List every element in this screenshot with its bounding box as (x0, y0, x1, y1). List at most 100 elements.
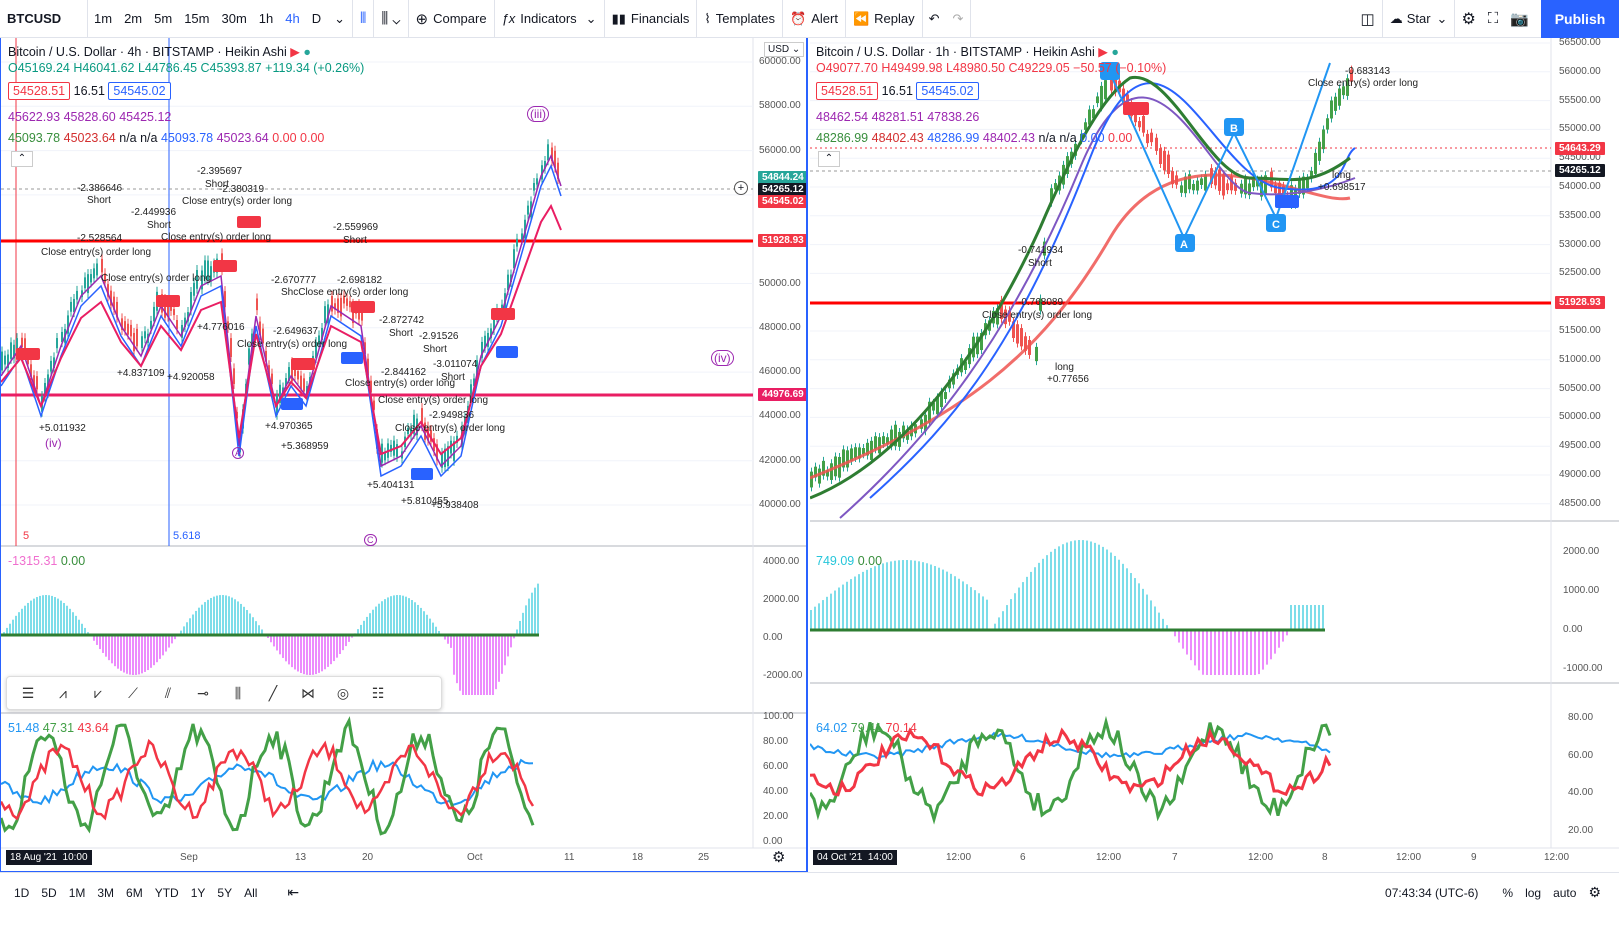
auto-toggle[interactable]: auto (1553, 885, 1577, 900)
ma-line-blue (869, 82, 1356, 499)
timeframe-4h[interactable]: 4h (285, 11, 300, 26)
candle-body (1024, 336, 1027, 351)
timeframe-1h[interactable]: 1h (258, 11, 274, 26)
currency-selector[interactable]: USD ⌄ (764, 42, 805, 57)
macd-bar (1258, 630, 1260, 675)
financials-button[interactable]: ▮▮ Financials (605, 0, 698, 38)
timeframe-2m[interactable]: 2m (124, 11, 143, 26)
left-chart[interactable]: Bitcoin / U.S. Dollar · 4h · BITSTAMP · … (0, 38, 808, 872)
macd-axis-tick: 4000.00 (763, 556, 800, 567)
bars-icon: ⫴ (360, 10, 367, 27)
macd-bar (291, 635, 293, 668)
parallel-channel-tool-icon[interactable]: ⫽ (164, 685, 172, 701)
macd-bar (186, 622, 188, 635)
collapse-legend-button[interactable]: ⌃ (11, 151, 33, 167)
range-5d[interactable]: 5D (41, 885, 57, 900)
range-1m[interactable]: 1M (68, 885, 86, 900)
collapse-legend-button[interactable]: ⌃ (818, 151, 840, 167)
range-1d[interactable]: 1D (14, 885, 30, 900)
range-5y[interactable]: 5Y (217, 885, 233, 900)
time-axis-tick: Oct (467, 852, 483, 863)
candle-body (262, 328, 264, 344)
right-ask-box[interactable]: 54545.02 (916, 82, 979, 100)
indicators-button[interactable]: ƒx Indicators ⌄ (495, 0, 605, 38)
candle-body (1016, 324, 1019, 344)
macd-bar (318, 635, 320, 673)
range-ytd[interactable]: YTD (154, 885, 179, 900)
symbol-search[interactable]: BTCUSD (0, 0, 88, 38)
elliott-wave-abc-tool-icon[interactable]: ⩗ (94, 685, 102, 701)
left-ask-box[interactable]: 54545.02 (108, 82, 171, 100)
status-dot-icon: ● (303, 45, 311, 59)
chart-type-bars-button[interactable]: ⫴ (353, 0, 375, 38)
fib-retracement-tool-icon[interactable]: ⫼ (234, 685, 242, 701)
settings-button[interactable]: ⚙ (1455, 0, 1481, 38)
gann-tool-icon[interactable]: ◎ (336, 685, 350, 701)
line-tool-icon[interactable]: ╱ (268, 685, 278, 701)
replay-button[interactable]: ⏪ Replay (846, 0, 923, 38)
range-all[interactable]: All (244, 885, 258, 900)
macd-bar (966, 584, 968, 630)
more-tools-icon[interactable]: ☷ (371, 685, 385, 701)
price-label-red-line: 51928.93 (1555, 296, 1605, 309)
log-toggle[interactable]: log (1525, 885, 1542, 900)
percent-toggle[interactable]: % (1502, 885, 1514, 900)
candle-body (1252, 178, 1255, 188)
buy-signal-marker (341, 352, 363, 364)
strategy-annotation: -2.698182 (337, 275, 383, 286)
compare-button[interactable]: ⊕ Compare (409, 0, 495, 38)
macd-bar (105, 635, 107, 657)
time-axis-tick: 6 (1020, 852, 1026, 863)
macd-bar (249, 613, 251, 635)
right-bid-box[interactable]: 54528.51 (816, 82, 879, 100)
screenshot-button[interactable]: 📷 (1504, 0, 1535, 38)
left-chart-canvas[interactable] (1, 38, 808, 872)
redo-button[interactable]: ↷ (946, 0, 972, 38)
alert-button[interactable]: ⏰ Alert (783, 0, 846, 38)
candle-body (181, 324, 183, 338)
rsi-axis-tick: 20.00 (763, 811, 789, 822)
horizontal-ray-tool-icon[interactable]: ⊸ (197, 685, 209, 701)
layout-button[interactable]: ◫ (1354, 0, 1383, 38)
left-bid-box[interactable]: 54528.51 (8, 82, 71, 100)
settings-icon[interactable]: ⚙ (1588, 884, 1601, 900)
candle-body (294, 367, 296, 377)
timeframe-d[interactable]: D (311, 11, 322, 26)
y-axis-tick: 46000.00 (759, 366, 801, 378)
timeframe-15m[interactable]: 15m (184, 11, 210, 26)
timeframe-30m[interactable]: 30m (221, 11, 247, 26)
publish-button[interactable]: Publish (1541, 0, 1619, 38)
trend-line-tool-icon[interactable]: ⟋ (128, 685, 138, 701)
save-layout-button[interactable]: ☁ Star ⌄ (1383, 0, 1456, 38)
candle-body (1050, 188, 1053, 203)
macd-bar (156, 635, 158, 663)
candle-body (507, 274, 509, 291)
range-3m[interactable]: 3M (97, 885, 115, 900)
elliott-wave-12345-tool-icon[interactable]: ⩘ (59, 685, 67, 701)
strategy-annotation: Short (389, 328, 413, 339)
chart-settings-gear-icon[interactable]: ⚙ (772, 849, 786, 866)
candle-body (265, 350, 267, 362)
range-6m[interactable]: 6M (126, 885, 143, 900)
timeframe-dropdown[interactable]: ⌄ (327, 0, 354, 38)
goto-date-icon[interactable]: ⇤ (287, 884, 300, 900)
horizontal-lines-tool-icon[interactable]: ☰ (21, 685, 35, 701)
pattern-tool-icon[interactable]: ⋈ (301, 685, 315, 701)
macd-bar (312, 635, 314, 675)
candle-body (30, 364, 32, 377)
timeframe-5m[interactable]: 5m (154, 11, 173, 26)
range-1y[interactable]: 1Y (190, 885, 206, 900)
timeframe-1m[interactable]: 1m (94, 11, 113, 26)
add-alert-plus-icon[interactable]: + (734, 181, 748, 195)
strategy-annotation: -2.386646 (77, 183, 123, 194)
chart-style-button[interactable]: ⫼ ⌄ (374, 0, 409, 38)
undo-button[interactable]: ↶ (923, 0, 946, 38)
right-chart-canvas[interactable]: A B C (810, 38, 1619, 872)
macd-bar (63, 602, 65, 635)
candle-body (327, 304, 329, 324)
templates-button[interactable]: ⌇ Templates (697, 0, 784, 38)
fullscreen-button[interactable]: ⛶ (1482, 0, 1505, 38)
replay-label: Replay (874, 11, 915, 26)
strategy-annotation: Short (343, 235, 367, 246)
right-chart[interactable]: A B C Bitcoin / U.S. Dollar · 1h · BITSTAM… (810, 38, 1619, 872)
